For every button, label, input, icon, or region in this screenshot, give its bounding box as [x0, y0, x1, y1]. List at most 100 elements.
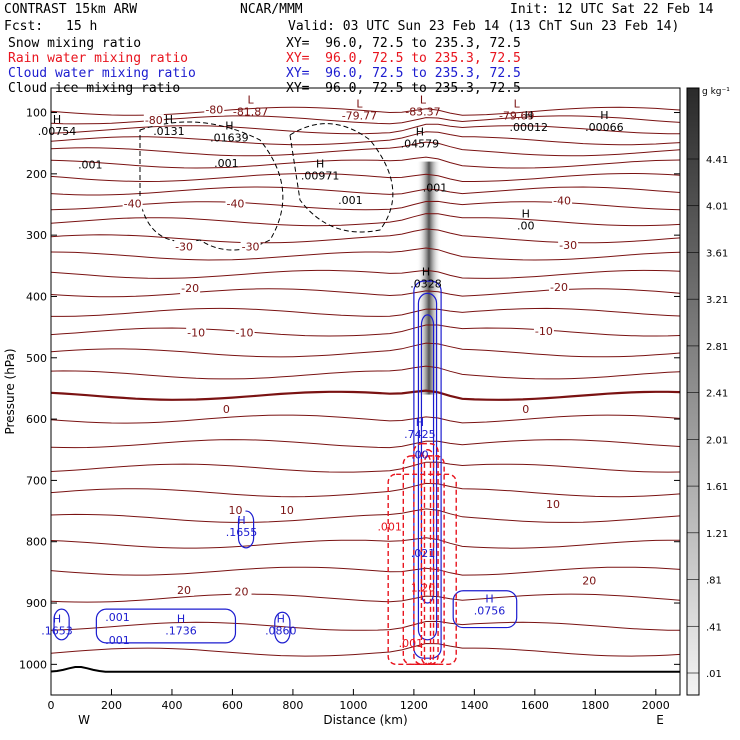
- cloud-water-contour: [274, 611, 291, 644]
- colorbar-unit: g kg⁻¹: [702, 87, 730, 97]
- isotherm-line: [50, 288, 681, 298]
- contour-value-label: .001: [105, 634, 130, 647]
- isotherm-line: [50, 642, 681, 657]
- terrain-line: [50, 666, 680, 673]
- isotherm-line: [50, 324, 681, 337]
- colorbar-label: 2.41: [706, 389, 728, 400]
- extremum-value-label: -81.87: [233, 106, 268, 119]
- isotherm-line: [50, 141, 681, 157]
- contour-value-label: .001: [423, 181, 448, 194]
- extremum-value-label: .7425: [404, 428, 436, 441]
- cloud-water-contour: [417, 292, 438, 641]
- extremum-kind-label: H: [422, 265, 430, 278]
- x-tick-label: 1800: [581, 699, 609, 712]
- isotherm-label-bg: [180, 282, 201, 295]
- x-tick-label: 800: [282, 699, 303, 712]
- isotherm-label-bg: [204, 103, 225, 116]
- plot-frame: [50, 87, 681, 696]
- extremum-kind-label: H: [316, 157, 324, 170]
- isotherm-label-bg: [240, 240, 261, 253]
- extremum-kind-label: L: [514, 97, 521, 110]
- extremum-kind-label: H: [416, 126, 424, 139]
- isotherm-label: -30: [242, 240, 260, 253]
- cloud-ice-contour: [139, 121, 284, 251]
- extremum-kind-label: H: [277, 612, 285, 625]
- extremum-value-label: .1653: [41, 624, 73, 637]
- y-tick-label: 400: [26, 290, 47, 303]
- extremum-kind-label: L: [420, 94, 427, 107]
- cloud-water-contour: [452, 590, 518, 629]
- isotherm-line: [50, 247, 681, 261]
- isotherm-line: [50, 123, 680, 135]
- isotherm-line: [50, 508, 681, 523]
- isotherm-label: -20: [181, 282, 199, 295]
- isotherm-label-bg: [231, 585, 252, 598]
- x-tick-label: 1200: [400, 699, 428, 712]
- isotherm-line: [50, 342, 681, 358]
- isotherm-label: -10: [236, 326, 254, 339]
- cloud-water-contour: [237, 510, 255, 549]
- extremum-value-label: .00: [517, 220, 535, 233]
- extremum-kind-label: L: [248, 94, 255, 107]
- isotherm-label: -20: [550, 281, 568, 294]
- y-tick-label: 900: [26, 597, 47, 610]
- extremum-value-label: .1655: [226, 526, 258, 539]
- isotherm-label: -80: [145, 114, 163, 127]
- extremum-value-label: .0756: [474, 605, 506, 618]
- colorbar-label: 3.61: [706, 248, 728, 259]
- extremum-value-label: -79.69: [499, 109, 534, 122]
- contour-value-label: 1.20: [411, 582, 436, 595]
- isotherm-line: [50, 172, 681, 183]
- isotherm-line: [50, 482, 681, 498]
- extremum-kind-label: H: [485, 593, 493, 606]
- field-xy-cloud-water: XY= 96.0, 72.5 to 235.3, 72.5: [286, 66, 521, 81]
- extremum-kind-label: H: [177, 612, 185, 625]
- cloud-water-contour: [53, 608, 70, 641]
- extremum-value-label: .04579: [401, 138, 440, 151]
- y-axis-label: Pressure (hPa): [3, 348, 17, 434]
- isotherm-label-bg: [533, 325, 554, 338]
- colorbar-label: 2.81: [706, 342, 728, 353]
- extremum-kind-label: H: [522, 208, 530, 221]
- isotherm-label: 10: [546, 498, 560, 511]
- isotherm-label-bg: [186, 326, 207, 339]
- x-tick-label: 1400: [460, 699, 488, 712]
- isotherm-label-bg: [174, 240, 195, 253]
- header-init: Init: 12 UTC Sat 22 Feb 14: [510, 2, 714, 17]
- x-tick-label: 400: [161, 699, 182, 712]
- header-left-title: CONTRAST 15km ARW: [4, 2, 138, 17]
- isotherm-line: [50, 131, 681, 146]
- field-name-cloud-water: Cloud water mixing ratio: [8, 66, 196, 81]
- colorbar-label: 3.21: [706, 295, 728, 306]
- colorbar-label: 1.21: [706, 529, 728, 540]
- x-axis-label: Distance (km): [323, 713, 407, 727]
- colorbar: [686, 87, 700, 696]
- isotherm-label-bg: [552, 194, 573, 207]
- y-tick-label: 200: [26, 168, 47, 181]
- isotherm-label-bg: [276, 504, 297, 517]
- extremum-value-label: .0131: [153, 125, 185, 138]
- isotherm-line: [50, 566, 681, 576]
- isotherm-line: [51, 307, 681, 317]
- extremum-value-label: .0328: [410, 277, 442, 290]
- extremum-value-label: .00971: [301, 169, 340, 182]
- isotherm-label: 20: [177, 584, 191, 597]
- isotherm-label: -80: [205, 104, 223, 117]
- isotherm-label-bg: [542, 497, 563, 510]
- field-xy-rain: XY= 96.0, 72.5 to 235.3, 72.5: [286, 51, 521, 66]
- field-xy-snow: XY= 96.0, 72.5 to 235.3, 72.5: [286, 36, 521, 51]
- isotherm-label-bg: [225, 504, 246, 517]
- field-name-rain: Rain water mixing ratio: [8, 51, 189, 66]
- isotherm-line: [50, 389, 681, 401]
- isotherm-label: 0: [223, 403, 230, 416]
- isotherm-line: [50, 620, 681, 631]
- extremum-kind-label: H: [416, 416, 424, 429]
- rain-water-contour: [387, 473, 457, 666]
- extremum-value-label: .0860: [265, 624, 297, 637]
- isotherm-line: [50, 213, 681, 227]
- isotherm-label-bg: [143, 114, 164, 127]
- extremum-kind-label: H: [237, 514, 245, 527]
- isotherm-label: 10: [228, 504, 242, 517]
- extremum-kind-label: L: [356, 97, 363, 110]
- extremum-kind-label: H: [525, 109, 533, 122]
